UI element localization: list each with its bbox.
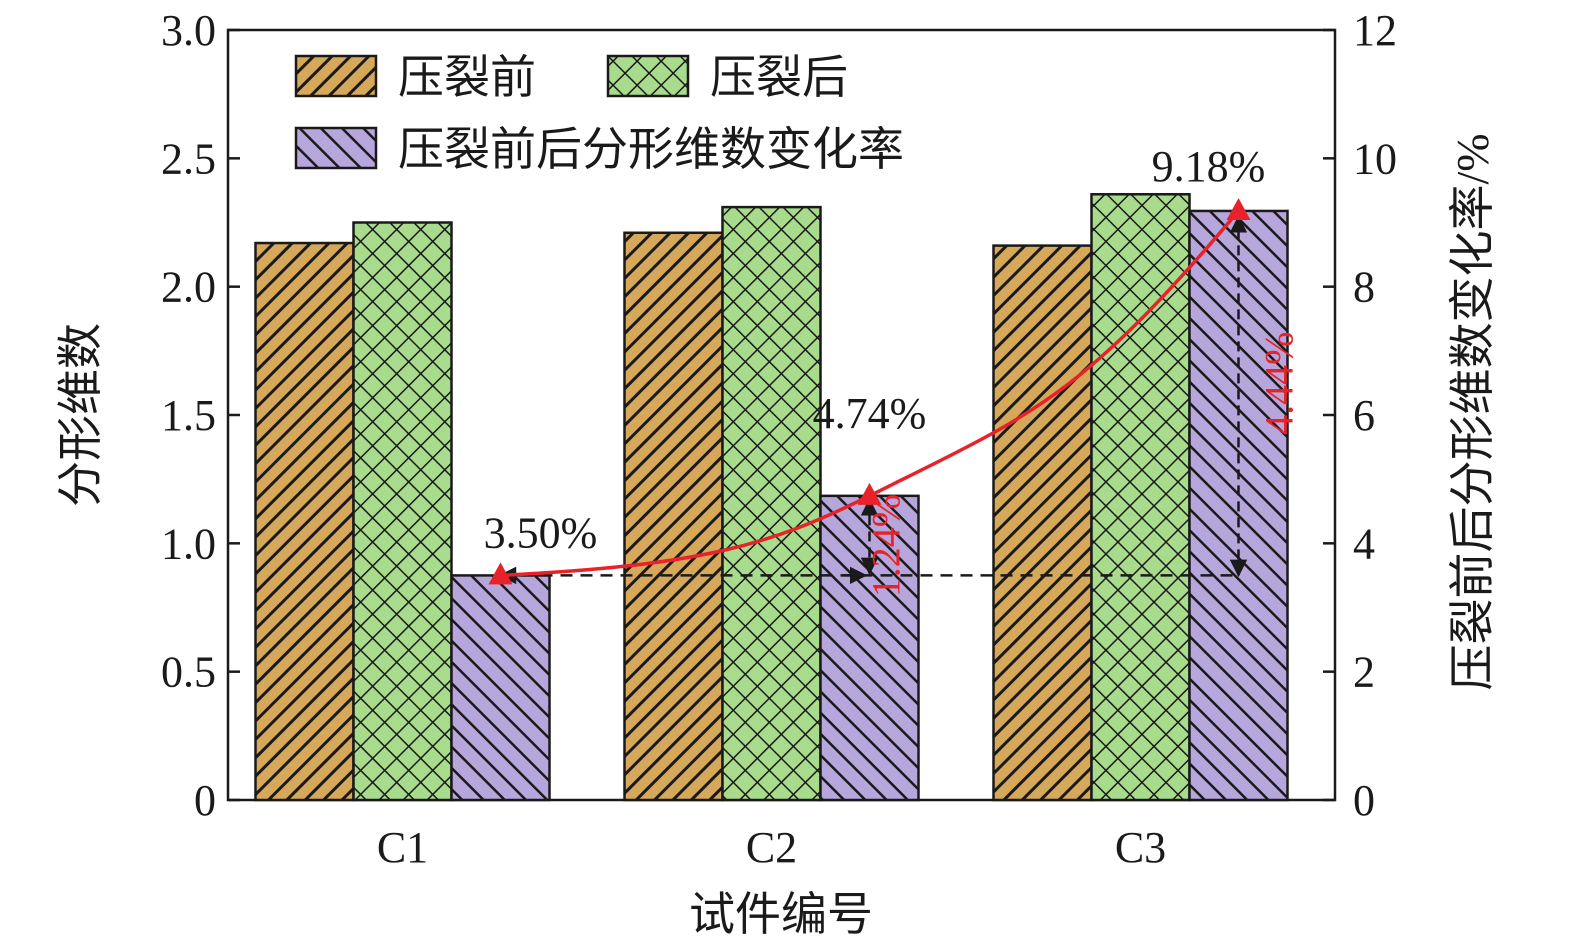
- y2-axis-title: 压裂前后分形维数变化率/%: [1447, 133, 1498, 690]
- bar-after-C2: [721, 205, 822, 802]
- left-tick-label: 0: [194, 776, 216, 825]
- x-tick-label-C3: C3: [1115, 823, 1166, 872]
- bar-before-C1: [254, 241, 355, 802]
- right-tick-label: 10: [1353, 134, 1397, 183]
- right-axis-ticks: 0 2 4 6 8 10 12: [1323, 6, 1397, 825]
- left-tick-label: 1.0: [161, 519, 216, 568]
- change-rate-marker-C2: [857, 482, 882, 505]
- increment-label-c3: 4.44%: [1257, 332, 1302, 435]
- change-rate-marker-C1: [488, 562, 513, 585]
- data-labels-layer: 3.50% 4.74% 9.18% 1.24% 4.44%: [484, 142, 1302, 597]
- legend-swatch-before: [294, 54, 378, 98]
- left-tick-label: 2.5: [161, 134, 216, 183]
- x-axis-title: 试件编号: [689, 889, 873, 940]
- rate-label-C2: 4.74%: [813, 389, 927, 438]
- legend-swatch-after: [606, 54, 690, 98]
- bars-layer: [254, 193, 1289, 802]
- left-tick-label: 2.0: [161, 263, 216, 312]
- change-rate-line-layer: [488, 197, 1251, 585]
- x-tick-label-C2: C2: [746, 823, 797, 872]
- legend-swatch-rate: [294, 126, 378, 170]
- left-tick-label: 0.5: [161, 648, 216, 697]
- x-tick-label-C1: C1: [377, 823, 428, 872]
- bar-after-C1: [352, 221, 453, 802]
- legend: 压裂前 压裂后 压裂前后分形维数变化率: [294, 52, 904, 175]
- legend-label-rate: 压裂前后分形维数变化率: [398, 124, 904, 175]
- legend-label-before: 压裂前: [398, 52, 536, 103]
- bar-rate-C1: [450, 574, 551, 802]
- bar-before-C3: [992, 244, 1093, 802]
- right-tick-label: 6: [1353, 391, 1375, 440]
- left-tick-label: 3.0: [161, 6, 216, 55]
- right-tick-label: 8: [1353, 263, 1375, 312]
- reference-lines-layer: [498, 215, 1248, 585]
- left-axis-ticks: 0 0.5 1.0 1.5 2.0 2.5 3.0: [161, 6, 240, 825]
- right-tick-label: 4: [1353, 519, 1375, 568]
- bar-before-C2: [623, 231, 724, 802]
- right-tick-label: 0: [1353, 776, 1375, 825]
- increment-label-c2: 1.24%: [864, 494, 909, 597]
- rate-label-C3: 9.18%: [1152, 142, 1266, 191]
- change-rate-marker-C3: [1226, 197, 1251, 220]
- y-axis-title: 分形维数: [55, 323, 106, 507]
- rate-label-C1: 3.50%: [484, 508, 598, 557]
- legend-label-after: 压裂后: [710, 52, 848, 103]
- bar-after-C3: [1090, 193, 1191, 802]
- right-tick-label: 12: [1353, 6, 1397, 55]
- right-tick-label: 2: [1353, 648, 1375, 697]
- left-tick-label: 1.5: [161, 391, 216, 440]
- x-axis-ticks: C1 C2 C3: [377, 788, 1166, 872]
